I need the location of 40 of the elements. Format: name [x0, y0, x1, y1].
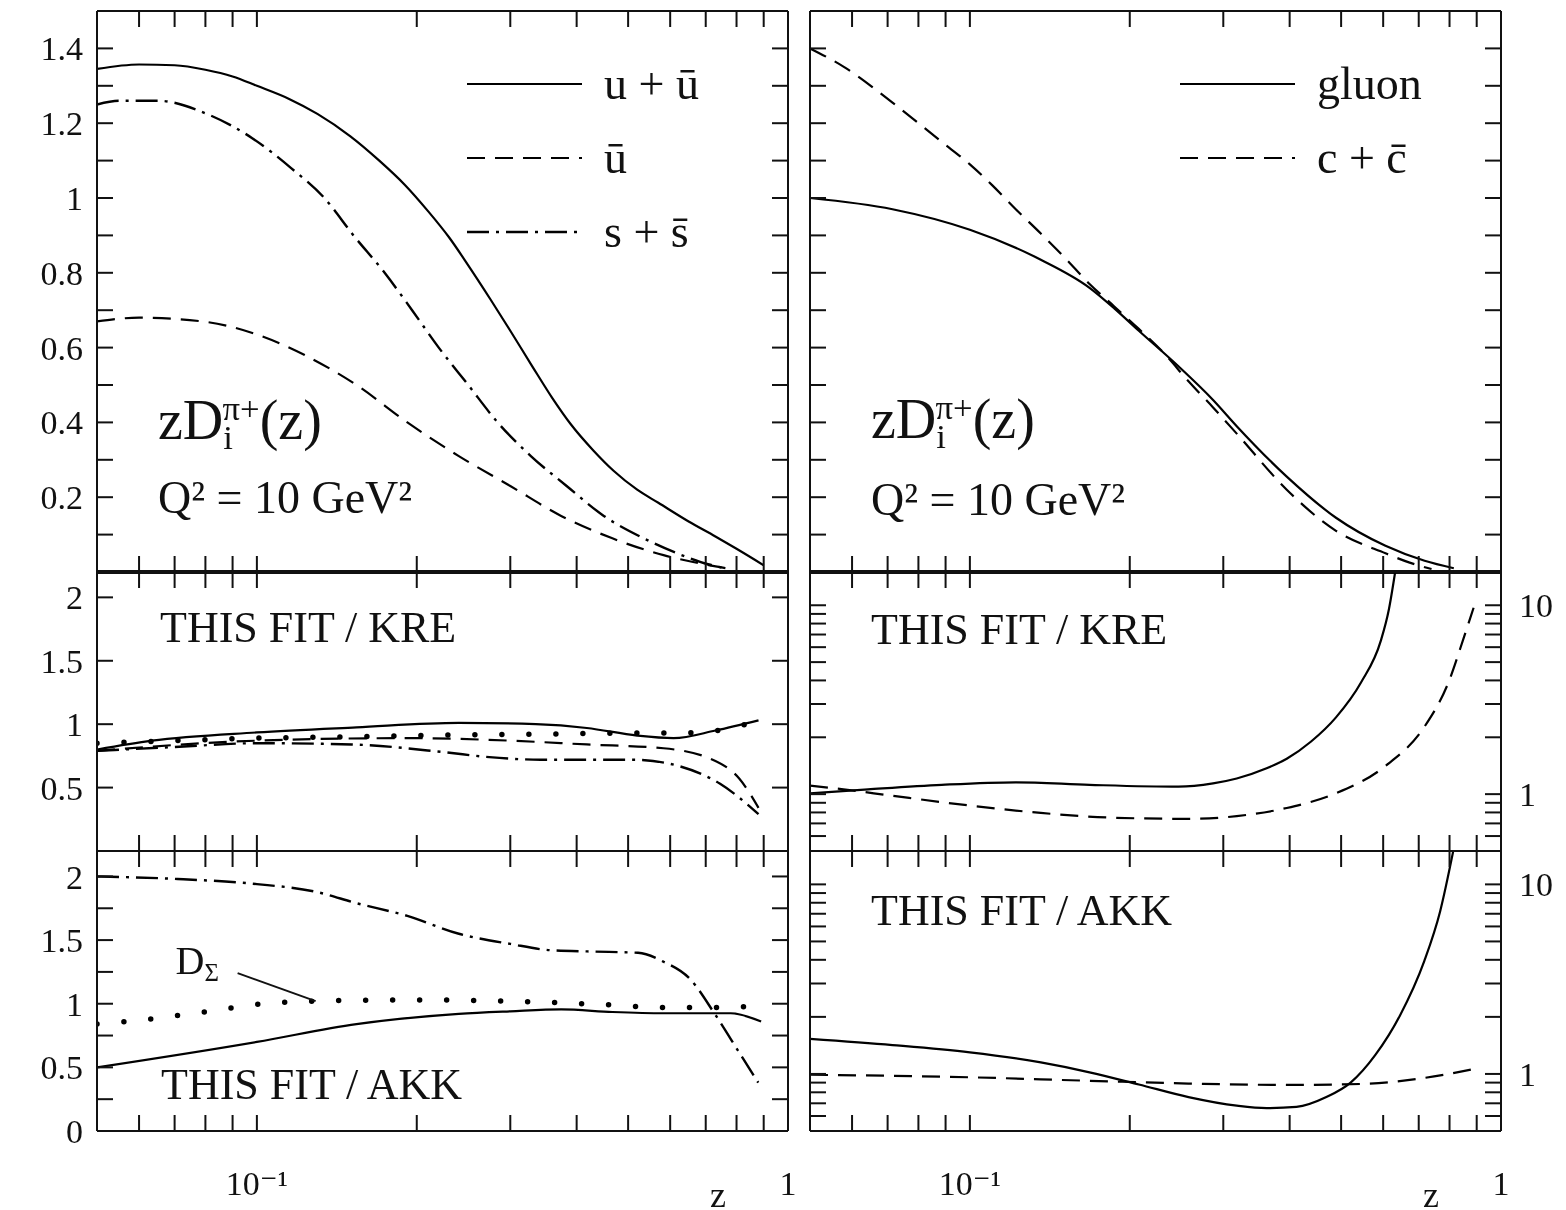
y-tick-label: 0.8 — [40, 254, 83, 292]
x-tick-label: 1 — [779, 1165, 797, 1203]
legend-label: gluon — [1317, 58, 1422, 109]
x-axis-title: z — [710, 1175, 726, 1210]
y-tick-label: 1.5 — [40, 922, 83, 960]
annotation: THIS FIT / AKK — [161, 1060, 463, 1109]
annotation: THIS FIT / AKK — [871, 886, 1173, 935]
annotation: Q² = 10 GeV² — [158, 472, 413, 523]
x-tick-label: 10⁻¹ — [938, 1165, 1001, 1203]
y-tick-label: 1 — [1519, 776, 1536, 814]
annotation: THIS FIT / KRE — [871, 605, 1168, 654]
annotation: THIS FIT / KRE — [160, 603, 457, 652]
y-tick-label: 0.5 — [40, 1049, 83, 1087]
y-tick-label: 10 — [1519, 866, 1553, 904]
x-tick-label: 1 — [1492, 1165, 1510, 1203]
legend-label: s + s̄ — [604, 206, 689, 257]
annotation: D$_{Σ}$ — [175, 938, 219, 987]
y-tick-label: 1.2 — [40, 105, 83, 143]
y-tick-label: 1 — [66, 985, 83, 1023]
y-tick-label: 0.6 — [40, 329, 83, 367]
y-tick-label: 10 — [1519, 587, 1553, 625]
y-tick-label: 1 — [66, 706, 83, 744]
y-tick-label: 0.5 — [40, 769, 83, 807]
legend-label: u + ū — [604, 58, 699, 109]
y-tick-label: 1.4 — [40, 30, 83, 68]
y-tick-label: 0 — [66, 1113, 83, 1151]
x-tick-label: 10⁻¹ — [225, 1165, 288, 1203]
legend-label: c + c̄ — [1317, 132, 1407, 183]
annotation: zD$_{i}$$^{π+}$(z) — [158, 388, 322, 457]
y-tick-label: 0.2 — [40, 479, 83, 517]
annotation: Q² = 10 GeV² — [871, 474, 1126, 525]
y-tick-label: 1.5 — [40, 642, 83, 680]
y-tick-label: 1 — [66, 180, 83, 218]
annotation: zD$_{i}$$^{π+}$(z) — [871, 387, 1035, 456]
y-tick-label: 0.4 — [40, 404, 83, 442]
x-axis-title: z — [1423, 1175, 1439, 1210]
legend-label: ū — [604, 132, 627, 183]
y-tick-label: 2 — [66, 858, 83, 896]
y-tick-label: 2 — [66, 579, 83, 617]
y-tick-label: 1 — [1519, 1056, 1536, 1094]
